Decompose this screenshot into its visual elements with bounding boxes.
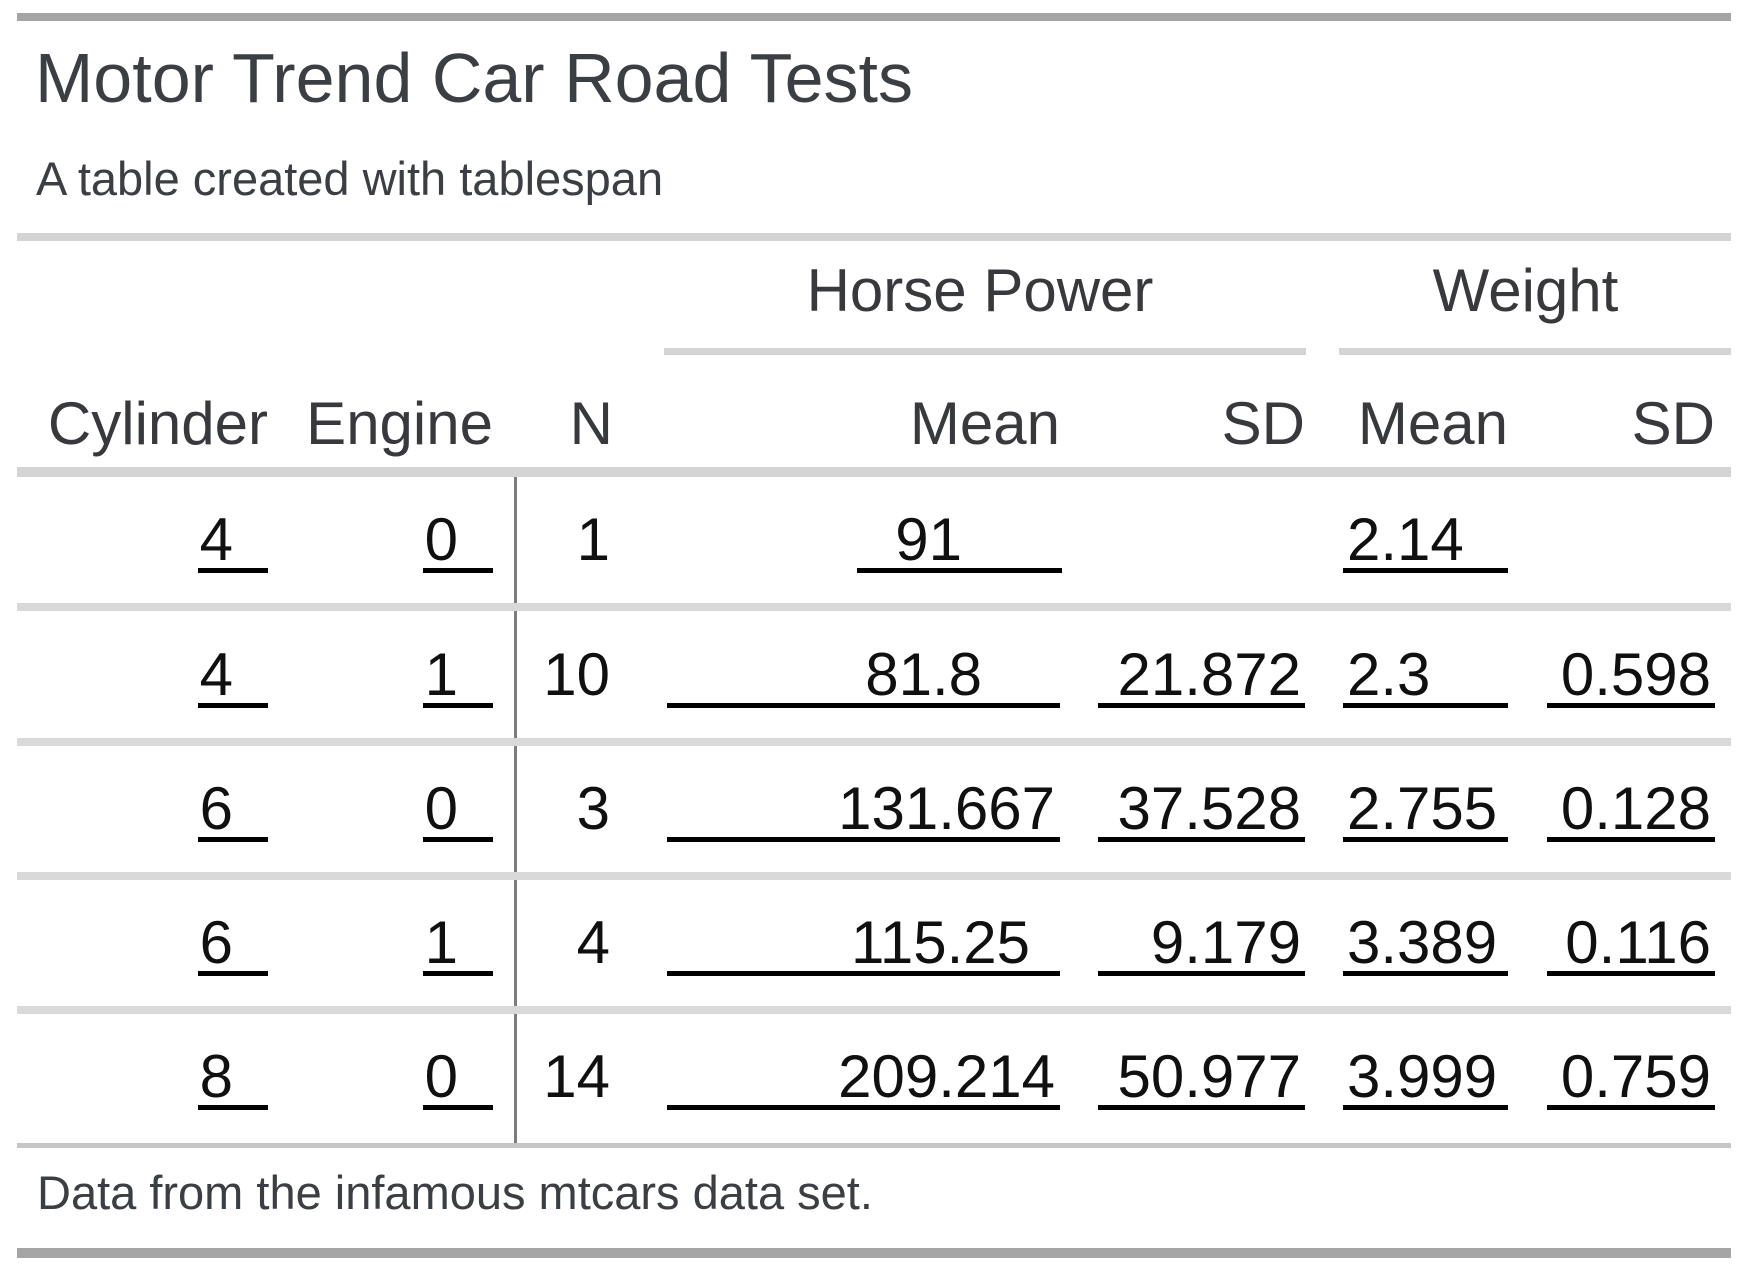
row-separator — [17, 1006, 1731, 1014]
col-header-hp-sd: SD — [1221, 390, 1305, 457]
spanner-underline-weight — [1339, 348, 1731, 355]
cell-cylinder: 6 — [198, 779, 268, 842]
cell-cylinder: 6 — [198, 913, 268, 976]
cell-engine: 0 — [423, 1047, 493, 1110]
col-header-wt-mean: Mean — [1357, 390, 1508, 457]
cell-wt-sd: 0.128 — [1547, 779, 1715, 842]
table-subtitle: A table created with tablespan — [36, 152, 664, 205]
body-bottom-rule — [17, 1143, 1731, 1148]
cell-wt-sd: 0.116 — [1547, 913, 1715, 976]
cell-hp-mean: 115.25 — [667, 913, 1060, 976]
cell-wt-mean: 2.14 — [1343, 510, 1508, 573]
cell-wt-mean: 2.3 — [1343, 645, 1508, 708]
col-header-hp-mean: Mean — [909, 390, 1060, 457]
top-rule — [17, 13, 1731, 21]
cell-wt-sd: 0.759 — [1547, 1047, 1715, 1110]
cell-engine: 0 — [423, 779, 493, 842]
table-footnote: Data from the infamous mtcars data set. — [37, 1166, 873, 1219]
cell-n: 1 — [576, 506, 610, 573]
spanner-weight: Weight — [1432, 257, 1619, 324]
header-separator — [17, 467, 1731, 477]
cell-wt-mean: 2.755 — [1343, 779, 1508, 842]
cell-wt-sd: 0.598 — [1547, 645, 1715, 708]
col-header-wt-sd: SD — [1631, 390, 1715, 457]
cell-wt-mean: 3.389 — [1343, 913, 1508, 976]
row-separator — [17, 738, 1731, 746]
cell-cylinder: 4 — [198, 645, 268, 708]
cell-wt-mean: 3.999 — [1343, 1047, 1508, 1110]
cell-n: 10 — [543, 641, 610, 708]
col-header-engine: Engine — [306, 390, 493, 457]
subtitle-separator — [17, 233, 1731, 241]
column-divider-line — [514, 477, 517, 1147]
cell-hp-mean: 81.8 — [667, 645, 1060, 708]
bottom-rule — [17, 1248, 1731, 1258]
cell-hp-sd: 37.528 — [1098, 779, 1305, 842]
spanner-underline-horse-power — [664, 348, 1306, 355]
cell-hp-sd: 50.977 — [1098, 1047, 1305, 1110]
cell-cylinder: 8 — [198, 1047, 268, 1110]
row-separator — [17, 603, 1731, 611]
cell-n: 14 — [543, 1043, 610, 1110]
cell-cylinder: 4 — [198, 510, 268, 573]
cell-engine: 1 — [423, 645, 493, 708]
cell-engine: 1 — [423, 913, 493, 976]
cell-engine: 0 — [423, 510, 493, 573]
table-title: Motor Trend Car Road Tests — [35, 39, 913, 117]
cell-hp-mean: 91 — [857, 510, 1062, 573]
spanner-horse-power: Horse Power — [806, 257, 1154, 324]
col-header-n: N — [569, 390, 613, 457]
cell-n: 4 — [576, 909, 610, 976]
cell-hp-mean: 209.214 — [667, 1047, 1060, 1110]
col-header-cylinder: Cylinder — [47, 390, 268, 457]
row-separator — [17, 872, 1731, 880]
cell-n: 3 — [576, 775, 610, 842]
cell-hp-sd: 21.872 — [1098, 645, 1305, 708]
cell-hp-mean: 131.667 — [667, 779, 1060, 842]
cell-hp-sd: 9.179 — [1098, 913, 1305, 976]
